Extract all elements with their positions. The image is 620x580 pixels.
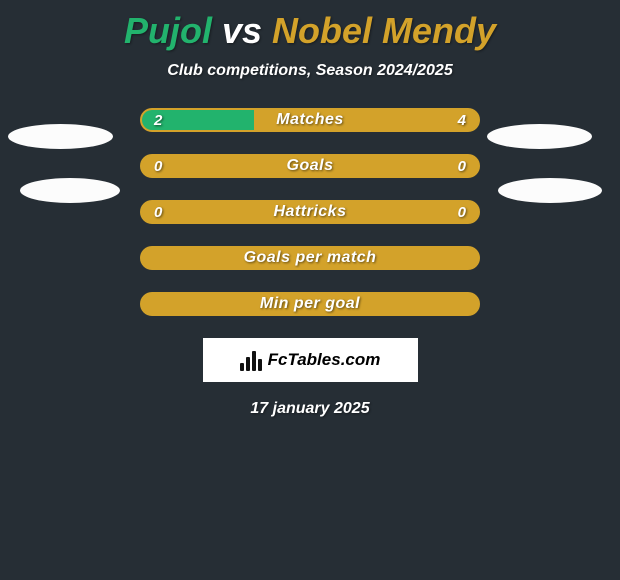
stat-bar-goals: 00Goals <box>140 154 480 178</box>
stat-bar-goals-per-match: Goals per match <box>140 246 480 270</box>
badge-ellipse <box>8 124 113 149</box>
player1-name: Pujol <box>124 10 212 51</box>
bar-chart-icon <box>240 349 262 371</box>
bar-label: Matches <box>142 110 478 130</box>
site-badge-text: FcTables.com <box>268 350 381 370</box>
badge-ellipse <box>487 124 592 149</box>
bar-label: Goals per match <box>142 248 478 268</box>
player2-name: Nobel Mendy <box>272 10 496 51</box>
site-badge: FcTables.com <box>203 338 418 382</box>
bar-label: Min per goal <box>142 294 478 314</box>
badge-ellipse <box>20 178 120 203</box>
comparison-title: Pujol vs Nobel Mendy <box>0 0 620 52</box>
bar-label: Goals <box>142 156 478 176</box>
subtitle: Club competitions, Season 2024/2025 <box>0 62 620 80</box>
date-line: 17 january 2025 <box>0 400 620 418</box>
stat-bar-hattricks: 00Hattricks <box>140 200 480 224</box>
vs-text: vs <box>222 10 262 51</box>
stat-bar-min-per-goal: Min per goal <box>140 292 480 316</box>
bar-label: Hattricks <box>142 202 478 222</box>
badge-ellipse <box>498 178 602 203</box>
stat-bar-matches: 24Matches <box>140 108 480 132</box>
